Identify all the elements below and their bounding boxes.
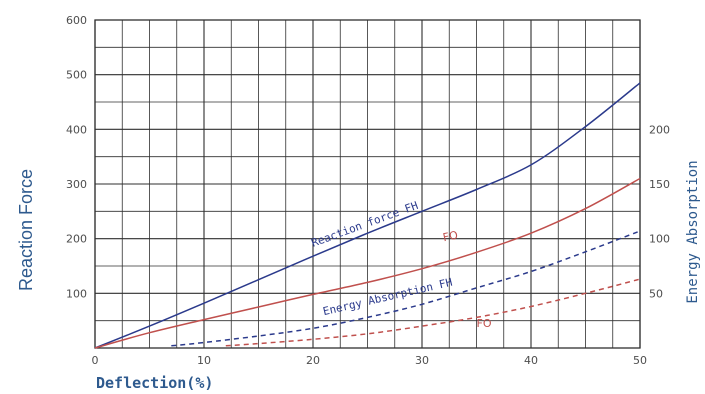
series-line-2 <box>171 230 641 347</box>
y2-tick-label: 100 <box>649 233 670 246</box>
y-tick-label: 400 <box>66 123 87 136</box>
x-axis-label: Deflection(%) <box>96 374 213 392</box>
y-axis-label: Reaction Force <box>16 169 36 291</box>
x-tick-label: 50 <box>633 354 647 367</box>
x-tick-label: 0 <box>92 354 99 367</box>
annotation-layer: Reaction force FH FO Energy Absorption FH F… <box>310 199 492 330</box>
series-line-1 <box>94 177 641 349</box>
series-line-3 <box>225 278 641 347</box>
tick-layer: 100 200 300 400 500 600 50 100 150 200 0 10 20 30 40 50 <box>66 14 670 367</box>
y2-axis-label: Energy Absorption <box>685 160 701 303</box>
y-tick-label: 200 <box>66 233 87 246</box>
y-tick-label: 100 <box>66 287 87 300</box>
y-tick-label: 500 <box>66 69 87 82</box>
y-tick-label: 600 <box>66 14 87 27</box>
series-annotation-2: Energy Absorption FH <box>322 276 454 318</box>
series-line-0 <box>94 82 641 349</box>
series-annotation-0: Reaction force FH <box>310 199 420 250</box>
x-tick-label: 20 <box>306 354 320 367</box>
series-annotation-1: FO <box>442 228 460 244</box>
y2-tick-label: 150 <box>649 178 670 191</box>
y-tick-label: 300 <box>66 178 87 191</box>
plot-frame <box>94 19 641 349</box>
series-annotation-3: FO <box>477 317 492 330</box>
x-tick-label: 10 <box>197 354 211 367</box>
x-tick-label: 30 <box>415 354 429 367</box>
series-layer <box>94 82 641 349</box>
x-tick-label: 40 <box>524 354 538 367</box>
grid-layer <box>94 19 641 349</box>
y2-tick-label: 200 <box>649 123 670 136</box>
y2-tick-label: 50 <box>649 287 663 300</box>
